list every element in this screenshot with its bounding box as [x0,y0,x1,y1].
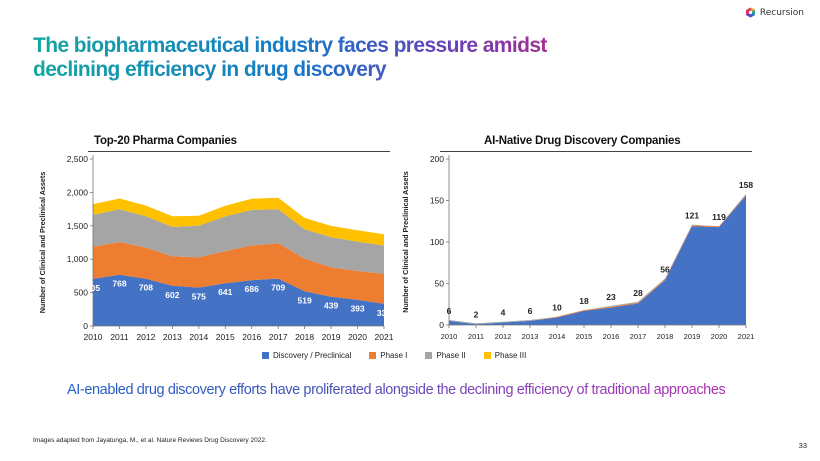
y-tick-label: 1,000 [67,254,89,264]
area-phase3 [93,197,384,246]
chart-legend: Discovery / Preclinical Phase I Phase II… [262,351,526,360]
x-tick-label: 2016 [242,332,261,342]
page-number: 33 [798,441,807,450]
data-label: 686 [245,284,259,294]
y-tick-label: 2,500 [67,154,89,164]
area-phase1 [93,242,384,304]
x-tick-label: 2013 [163,332,182,342]
x-tick-label: 2010 [84,332,103,342]
x-tick-label: 2019 [684,332,701,341]
data-label: 6 [528,306,533,316]
data-label: 56 [660,265,670,275]
y-axis-label: Number of Clinical and Preclinical Asset… [38,172,47,314]
data-label: 23 [606,292,616,302]
data-label: 641 [218,287,232,297]
data-label: 333 [377,308,391,318]
legend-swatch-discovery [262,352,269,359]
x-tick-label: 2013 [522,332,539,341]
x-tick-label: 2010 [441,332,458,341]
x-tick-label: 2019 [322,332,341,342]
x-tick-label: 2011 [110,332,129,342]
x-tick-label: 2021 [375,332,394,342]
data-label: 2 [474,309,479,319]
y-tick-label: 150 [430,196,444,206]
data-label: 158 [739,180,753,190]
x-tick-label: 2015 [576,332,593,341]
x-tick-label: 2020 [348,332,367,342]
y-tick-label: 0 [83,321,88,331]
x-tick-label: 2014 [189,332,208,342]
footnote: Images adapted from Jayatunga, M., et al… [33,437,267,444]
y-tick-label: 2,000 [67,187,89,197]
data-label: 705 [86,283,100,293]
legend-swatch-phase3 [483,352,491,359]
data-label: 768 [112,279,126,289]
data-label: 28 [633,288,643,298]
legend-item-discovery: Discovery / Preclinical [262,351,351,360]
data-label: 18 [579,296,589,306]
data-label: 121 [685,211,699,221]
x-tick-label: 2011 [468,332,484,341]
data-label: 709 [271,283,285,293]
data-label: 602 [165,290,179,300]
y-tick-label: 0 [439,320,444,330]
x-tick-label: 2012 [495,332,512,341]
x-tick-label: 2016 [603,332,620,341]
x-tick-label: 2017 [630,332,647,341]
y-tick-label: 500 [74,288,88,298]
data-label: 10 [552,303,562,313]
y-tick-label: 50 [435,279,445,289]
chart-2-title-rule [440,151,752,152]
area-phase2 [93,209,384,274]
area-discovery [93,274,384,326]
data-label: 575 [192,292,206,302]
data-label: 519 [298,295,312,305]
x-tick-label: 2020 [711,332,728,341]
x-tick-label: 2018 [295,332,314,342]
data-label: 119 [712,212,726,222]
legend-label-phase1: Phase I [380,351,408,360]
x-tick-label: 2014 [549,332,566,341]
data-label: 708 [139,283,153,293]
legend-swatch-phase1 [369,352,377,359]
legend-item-phase3: Phase III [483,351,527,360]
x-tick-label: 2017 [269,332,288,342]
recursion-logo-icon [745,7,755,18]
chart-1-title-rule [88,151,390,152]
data-label: 393 [350,304,364,314]
legend-swatch-phase2 [425,352,433,359]
x-tick-label: 2015 [216,332,235,342]
x-tick-label: 2021 [738,332,755,341]
chart-1-title: Top-20 Pharma Companies [94,135,237,147]
legend-item-phase1: Phase I [369,351,407,360]
data-label: 4 [501,308,506,318]
data-label: 439 [324,301,338,311]
y-axis-label: Number of Clinical and Preclinical Asset… [401,171,410,313]
y-tick-label: 100 [430,237,444,247]
legend-label-discovery: Discovery / Preclinical [273,351,352,360]
x-tick-label: 2012 [136,332,155,342]
data-label: 6 [447,306,452,316]
chart-2-title: AI-Native Drug Discovery Companies [484,135,681,147]
recursion-logo: Recursion [745,7,804,18]
y-tick-label: 200 [430,154,444,164]
y-tick-label: 1,500 [67,221,89,231]
legend-item-phase2: Phase II [425,351,466,360]
slide-subtitle: AI-enabled drug discovery efforts have p… [67,382,726,398]
brand-name: Recursion [759,7,804,18]
x-tick-label: 2018 [657,332,674,341]
area-discovery [449,195,746,325]
legend-label-phase3: Phase III [494,351,527,360]
legend-label-phase2: Phase II [436,351,466,360]
